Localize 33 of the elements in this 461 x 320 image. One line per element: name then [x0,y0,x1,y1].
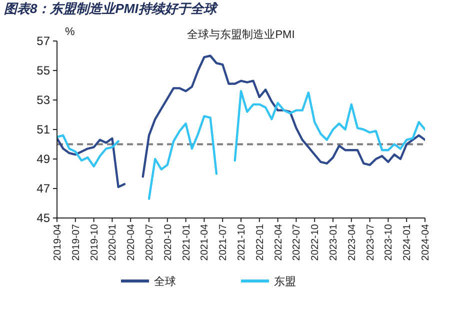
x-tick-label: 2022-10 [310,224,322,261]
y-tick-label: 45 [36,211,50,225]
subtitle: 全球与东盟制造业PMI [187,29,295,41]
x-tick-label: 2023-04 [346,224,358,261]
legend-label: 东盟 [274,275,296,288]
title: 图表8：东盟制造业PMI持续好于全球 [4,1,216,16]
y-tick-label: 53 [36,93,50,107]
x-tick-label: 2024-04 [420,224,432,261]
y-tick-label: 49 [36,152,50,166]
x-tick-label: 2020-04 [126,224,138,261]
y-tick-label: 55 [36,64,50,78]
x-tick-label: 2020-10 [162,224,174,261]
x-tick-label: 2023-10 [384,224,395,261]
ylabel: % [65,26,75,38]
y-tick-label: 57 [36,34,50,48]
x-tick-label: 2021-01 [181,224,192,261]
x-tick-label: 2019-10 [89,224,100,261]
x-tick-label: 2022-07 [292,224,303,261]
x-tick-label: 2022-01 [254,224,266,261]
x-tick-label: 2024-01 [402,224,414,261]
legend-label: 全球 [154,275,176,288]
x-tick-label: 2021-07 [218,224,230,261]
x-tick-label: 2021-04 [200,224,211,261]
x-tick-label: 2022-04 [273,224,284,261]
x-tick-label: 2023-01 [328,224,340,261]
x-tick-label: 2023-07 [365,224,376,261]
x-tick-label: 2020-07 [144,224,156,261]
x-tick-label: 2019-04 [52,224,64,261]
x-tick-label: 2019-07 [70,224,82,261]
x-tick-label: 2020-01 [108,224,119,261]
y-tick-label: 47 [36,182,50,196]
y-tick-label: 51 [36,122,50,136]
x-tick-label: 2021-10 [236,224,248,261]
